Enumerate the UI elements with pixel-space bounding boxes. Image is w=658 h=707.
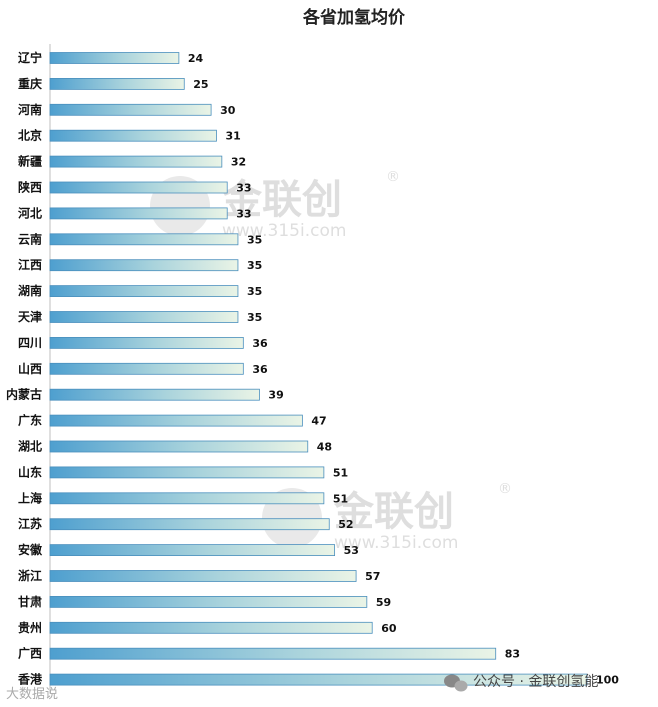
category-label: 甘肃	[18, 594, 42, 609]
value-label: 60	[381, 622, 397, 635]
bar	[49, 233, 239, 246]
category-label: 上海	[18, 490, 42, 505]
value-label: 52	[338, 518, 353, 531]
category-label: 河南	[17, 102, 42, 117]
category-label: 广西	[18, 646, 42, 661]
category-label: 湖北	[18, 439, 42, 454]
value-label: 30	[220, 104, 236, 117]
value-label: 51	[333, 466, 348, 479]
footer-left-mark: 大数据说	[6, 687, 58, 702]
footer-wechat-label: 公众号 · 金联创氢能	[473, 674, 598, 690]
bar	[49, 544, 336, 556]
watermark-registered: ®	[386, 169, 400, 185]
bar	[49, 362, 244, 375]
bar	[49, 621, 373, 634]
bar	[49, 440, 309, 453]
bar	[49, 414, 303, 427]
value-label: 57	[365, 570, 380, 583]
watermark-bottom: 金联创 ® www.315i.com	[262, 481, 512, 553]
bar	[49, 103, 212, 116]
bar	[49, 259, 239, 272]
bar	[49, 673, 588, 686]
bar	[49, 129, 217, 142]
value-label: 31	[225, 130, 240, 143]
value-label: 59	[376, 596, 391, 609]
value-label: 83	[505, 648, 520, 661]
value-label: 35	[247, 285, 262, 298]
watermark-top: 金联创 ® www.315i.com	[150, 169, 400, 241]
footer: 大数据说 公众号 · 金联创氢能	[6, 674, 598, 702]
value-label: 25	[193, 78, 208, 91]
watermark-url: www.315i.com	[222, 221, 346, 241]
value-label: 47	[311, 415, 326, 428]
category-label: 江苏	[18, 516, 42, 531]
category-label: 广东	[18, 413, 42, 428]
category-label: 内蒙古	[6, 387, 42, 402]
category-label: 新疆	[18, 154, 42, 169]
bar	[49, 647, 497, 660]
value-label: 33	[236, 207, 251, 220]
category-label: 辽宁	[18, 50, 42, 65]
value-label: 48	[317, 441, 332, 454]
category-label: 湖南	[18, 283, 42, 298]
category-label: 云南	[18, 231, 42, 246]
bar	[49, 570, 357, 582]
watermark-brand: 金联创	[221, 177, 342, 223]
bar	[49, 388, 260, 401]
value-label: 39	[268, 389, 283, 402]
value-label: 33	[236, 182, 251, 195]
bar-series: 辽宁 24 重庆 25 河南 30 北京 31 新疆 32 陕西 33 河北 33 云南 35 江西 35 湖南 35…	[6, 44, 619, 694]
bar	[49, 155, 223, 168]
chart-title: 各省加氢均价	[302, 7, 406, 28]
category-label: 北京	[18, 128, 42, 143]
category-label: 山西	[18, 361, 42, 376]
value-label: 53	[344, 544, 359, 557]
value-label: 51	[333, 492, 348, 505]
bar	[49, 492, 325, 505]
bar	[49, 78, 185, 90]
bar	[49, 518, 330, 531]
category-label: 陕西	[18, 180, 42, 195]
value-label: 36	[252, 337, 268, 350]
value-label: 35	[247, 311, 262, 324]
category-label: 天津	[18, 309, 42, 324]
bar	[49, 466, 325, 479]
category-label: 浙江	[18, 568, 42, 583]
category-label: 四川	[18, 336, 42, 350]
category-label: 香港	[17, 672, 43, 687]
value-label: 32	[231, 156, 246, 169]
bar	[49, 207, 228, 220]
category-label: 安徽	[18, 542, 43, 557]
bar	[49, 596, 368, 608]
category-label: 河北	[17, 205, 42, 220]
bar	[49, 285, 239, 298]
watermark-brand: 金联创	[333, 489, 454, 535]
value-label: 36	[252, 363, 268, 376]
bar	[49, 311, 239, 323]
value-label: 24	[188, 52, 204, 65]
bar	[49, 336, 244, 349]
value-label: 35	[247, 233, 262, 246]
category-label: 山东	[18, 464, 42, 479]
category-label: 江西	[18, 257, 42, 272]
category-label: 贵州	[18, 620, 42, 635]
bar	[49, 52, 180, 64]
wechat-icon	[444, 674, 468, 692]
bar	[49, 181, 228, 194]
category-label: 重庆	[18, 76, 42, 91]
watermark-url: www.315i.com	[334, 533, 458, 553]
value-label: 35	[247, 259, 262, 272]
watermark-registered: ®	[498, 481, 512, 497]
value-label: 100	[596, 674, 619, 687]
